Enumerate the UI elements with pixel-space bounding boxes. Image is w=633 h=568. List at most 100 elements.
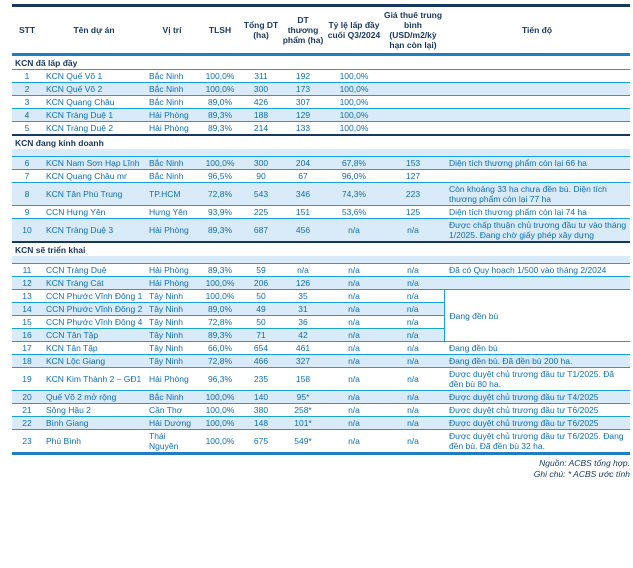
cell-rent bbox=[382, 121, 444, 135]
table-footer: Nguồn: ACBS tổng hợp. Ghi chú: * ACBS ướ… bbox=[12, 455, 630, 480]
section-title: KCN đã lấp đầy bbox=[15, 58, 78, 68]
table-row: 15 CCN Phước Vĩnh Đông 4 Tây Ninh 72,8% 50 36… bbox=[12, 315, 630, 329]
cell-stt: 5 bbox=[12, 121, 42, 135]
cell-tlsh: 89,3% bbox=[198, 121, 242, 135]
cell-name: CCN Phước Vĩnh Đông 1 bbox=[42, 289, 146, 303]
cell-commercial_ha: 158 bbox=[280, 367, 326, 391]
cell-location: Tây Ninh bbox=[146, 302, 198, 316]
cell-location: Hải Phòng bbox=[146, 218, 198, 242]
cell-location: Tây Ninh bbox=[146, 328, 198, 342]
column-header-tlsh: TLSH bbox=[198, 5, 242, 56]
table-row: 19 KCN Kim Thành 2 – GĐ1 Hải Phòng 96,3% 235… bbox=[12, 367, 630, 391]
table-row: 10 KCN Tràng Duệ 3 Hải Phòng 89,3% 687 456 n/a… bbox=[12, 218, 630, 242]
column-header-stt: STT bbox=[12, 5, 42, 56]
cell-progress: Đang đền bù. Đã đền bù 200 ha. bbox=[444, 354, 630, 368]
cell-name: Sông Hậu 2 bbox=[42, 403, 146, 417]
cell-location: TP.HCM bbox=[146, 182, 198, 206]
cell-name: KCN Tràng Duệ 1 bbox=[42, 108, 146, 122]
column-header-rent: Giá thuê trung bình (USD/m2/kỳ hạn còn l… bbox=[382, 5, 444, 56]
section-row: KCN đã lấp đầy bbox=[12, 54, 630, 70]
cell-progress: Được duyệt chủ trương đầu tư T1/2025. Đã… bbox=[444, 367, 630, 391]
cell-rent: n/a bbox=[382, 367, 444, 391]
cell-tlsh: 100,0% bbox=[198, 416, 242, 430]
cell-commercial_ha: 461 bbox=[280, 341, 326, 355]
cell-progress: Diện tích thương phẩm còn lại 66 ha bbox=[444, 156, 630, 170]
cell-name: KCN Quế Võ 2 bbox=[42, 82, 146, 96]
table-row: 5 KCN Tràng Duệ 2 Hải Phòng 89,3% 214 133 100,… bbox=[12, 121, 630, 135]
cell-stt: 19 bbox=[12, 367, 42, 391]
cell-commercial_ha: 35 bbox=[280, 289, 326, 303]
cell-progress bbox=[444, 121, 630, 135]
table-row: 9 CCN Hưng Yên Hưng Yên 93,9% 225 151 53,6% 125… bbox=[12, 205, 630, 219]
cell-progress: Được chấp thuận chủ trương đầu tư vào th… bbox=[444, 218, 630, 242]
cell-progress: Được duyệt chủ trương đầu tư T6/2025 bbox=[444, 403, 630, 417]
cell-occupancy: n/a bbox=[326, 328, 382, 342]
cell-tlsh: 100,0% bbox=[198, 156, 242, 170]
cell-stt: 15 bbox=[12, 315, 42, 329]
cell-total_ha: 71 bbox=[242, 328, 280, 342]
cell-rent: 153 bbox=[382, 156, 444, 170]
column-header-name: Tên dự án bbox=[42, 5, 146, 56]
cell-stt: 2 bbox=[12, 82, 42, 96]
cell-total_ha: 50 bbox=[242, 289, 280, 303]
cell-rent bbox=[382, 69, 444, 83]
cell-occupancy: n/a bbox=[326, 263, 382, 277]
cell-rent bbox=[382, 82, 444, 96]
cell-total_ha: 50 bbox=[242, 315, 280, 329]
cell-location: Thái Nguyên bbox=[146, 429, 198, 454]
cell-location: Bắc Ninh bbox=[146, 95, 198, 109]
table-row: 18 KCN Lộc Giang Tây Ninh 72,8% 466 327 n/a n/a… bbox=[12, 354, 630, 368]
cell-commercial_ha: 126 bbox=[280, 276, 326, 290]
cell-name: KCN Tân Phú Trung bbox=[42, 182, 146, 206]
cell-name: Phú Bình bbox=[42, 429, 146, 454]
cell-commercial_ha: 204 bbox=[280, 156, 326, 170]
cell-tlsh: 89,0% bbox=[198, 95, 242, 109]
table-row: 21 Sông Hậu 2 Cần Thơ 100,0% 380 258* n/a n/a Đư… bbox=[12, 403, 630, 417]
cell-progress: Diện tích thương phẩm còn lại 74 ha bbox=[444, 205, 630, 219]
cell-progress bbox=[444, 169, 630, 183]
cell-commercial_ha: 31 bbox=[280, 302, 326, 316]
cell-tlsh: 72,8% bbox=[198, 182, 242, 206]
cell-occupancy: n/a bbox=[326, 354, 382, 368]
cell-occupancy: 53,6% bbox=[326, 205, 382, 219]
table-row: 13 CCN Phước Vĩnh Đông 1 Tây Ninh 100,0% 50 3… bbox=[12, 289, 630, 342]
table-row: 17 KCN Tân Tập Tây Ninh 66,0% 654 461 n/a n/a Đa… bbox=[12, 341, 630, 355]
cell-location: Hải Dương bbox=[146, 416, 198, 430]
cell-stt: 8 bbox=[12, 182, 42, 206]
cell-occupancy: n/a bbox=[326, 218, 382, 242]
column-header-total_ha: Tổng DT (ha) bbox=[242, 5, 280, 56]
cell-location: Bắc Ninh bbox=[146, 156, 198, 170]
cell-occupancy: n/a bbox=[326, 289, 382, 303]
cell-total_ha: 225 bbox=[242, 205, 280, 219]
cell-stt: 4 bbox=[12, 108, 42, 122]
cell-total_ha: 59 bbox=[242, 263, 280, 277]
cell-location: Hải Phòng bbox=[146, 367, 198, 391]
cell-rent: n/a bbox=[382, 328, 444, 342]
cell-occupancy: n/a bbox=[326, 302, 382, 316]
cell-tlsh: 100,0% bbox=[198, 429, 242, 454]
cell-rent: n/a bbox=[382, 315, 444, 329]
table-row: 7 KCN Quang Châu mr Bắc Ninh 96,5% 90 67 96,0%… bbox=[12, 169, 630, 183]
cell-rent: 223 bbox=[382, 182, 444, 206]
cell-rent bbox=[382, 108, 444, 122]
cell-rent: n/a bbox=[382, 390, 444, 404]
table-row: 8 KCN Tân Phú Trung TP.HCM 72,8% 543 346 74,3%… bbox=[12, 182, 630, 206]
cell-name: KCN Tràng Duệ 2 bbox=[42, 121, 146, 135]
cell-name: CCN Tràng Duệ bbox=[42, 263, 146, 277]
cell-rent: n/a bbox=[382, 263, 444, 277]
cell-rent: n/a bbox=[382, 218, 444, 242]
cell-stt: 14 bbox=[12, 302, 42, 316]
cell-rent: n/a bbox=[382, 341, 444, 355]
cell-commercial_ha: 173 bbox=[280, 82, 326, 96]
cell-commercial_ha: 307 bbox=[280, 95, 326, 109]
cell-total_ha: 214 bbox=[242, 121, 280, 135]
cell-name: KCN Quế Võ 1 bbox=[42, 69, 146, 83]
table-row: 2 KCN Quế Võ 2 Bắc Ninh 100,0% 300 173 100,0% bbox=[12, 82, 630, 96]
cell-stt: 1 bbox=[12, 69, 42, 83]
cell-total_ha: 188 bbox=[242, 108, 280, 122]
cell-stt: 7 bbox=[12, 169, 42, 183]
cell-total_ha: 466 bbox=[242, 354, 280, 368]
cell-progress bbox=[444, 95, 630, 109]
cell-total_ha: 687 bbox=[242, 218, 280, 242]
cell-occupancy: n/a bbox=[326, 276, 382, 290]
